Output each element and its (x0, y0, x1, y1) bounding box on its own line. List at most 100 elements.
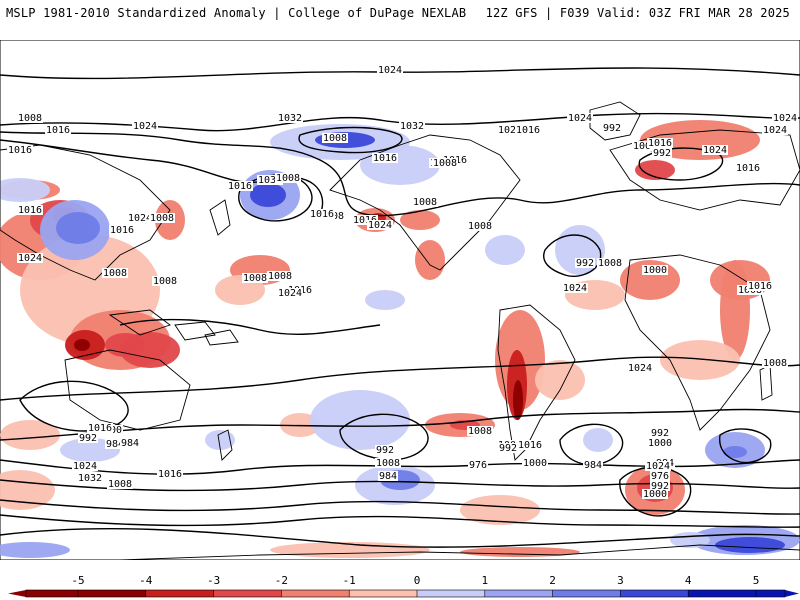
isobar-label-bg (762, 358, 788, 368)
isobar-label: 1008 (413, 197, 437, 208)
anomaly-region (205, 430, 235, 450)
colorbar-segment (417, 590, 485, 597)
colorbar-tick-label: -4 (139, 574, 153, 587)
isobar-label: 1016 (158, 469, 182, 480)
isobar-label-bg (647, 138, 673, 148)
colorbar-tick-label: 4 (685, 574, 692, 587)
anomaly-region (460, 547, 580, 557)
isobar-label-bg (467, 426, 493, 436)
isobar-label: 1024 (773, 113, 797, 124)
isobar-label-bg (277, 113, 303, 123)
colorbar-segment (281, 590, 350, 597)
isobar-label-bg (87, 423, 113, 433)
isobar-label: 1024 (368, 220, 392, 231)
coastline (0, 144, 171, 281)
isobar-label: 1032 (278, 113, 302, 124)
isobar (718, 428, 772, 464)
isobar-label: 1024 (128, 213, 152, 224)
isobar-label: 976 (469, 460, 487, 471)
isobar-label: 992 (376, 445, 394, 456)
colorbar-min-arrow (8, 590, 26, 597)
isobar-label-bg (77, 473, 103, 483)
isobar-label-bg (375, 458, 401, 468)
isobar-labels: 1024100810161024103210321008103210161024… (7, 65, 798, 500)
isobar-label: 1016 (516, 125, 540, 136)
colorbar-segment (484, 590, 553, 597)
isobar-label: 1016 (88, 423, 112, 434)
chart-title: MSLP 1981-2010 Standardized Anomaly | Co… (6, 6, 467, 20)
colorbar-segment (620, 590, 689, 597)
isobar-label-bg (412, 197, 438, 207)
isobar-label-bg (650, 481, 670, 491)
colorbar-segment (552, 590, 621, 597)
isobar-label: 1024 (133, 121, 157, 132)
isobar-label-bg (72, 461, 98, 471)
isobar-label-bg (275, 173, 301, 183)
isobar-label: 992 (653, 148, 671, 159)
isobar-label-bg (7, 145, 33, 155)
isobar-label: 1016 (8, 145, 32, 156)
anomaly-region (0, 542, 70, 558)
isobar-label-bg (645, 461, 671, 471)
isobar (0, 131, 800, 217)
isobar-label-bg (109, 225, 135, 235)
isobar-label: 1024 (703, 145, 727, 156)
map-panel: 1024100810161024103210321008103210161024… (0, 40, 800, 560)
isobar-label: 1008 (150, 213, 174, 224)
isobar-label-bg (632, 141, 658, 151)
isobar-label: 984 (121, 438, 139, 449)
colorbar-tick-label: 1 (481, 574, 488, 587)
isobar-label-bg (267, 271, 293, 281)
colorbar-segment (688, 590, 756, 597)
isobar-label: 992 (576, 258, 594, 269)
isobar-label-bg (375, 445, 395, 455)
anomaly-region (535, 360, 585, 400)
isobar-label-bg (152, 276, 178, 286)
isobar-label: 1008 (468, 426, 492, 437)
coastlines (0, 101, 800, 560)
isobar-label: 1024 (18, 253, 42, 264)
colorbar-segment (26, 590, 78, 597)
isobar-label-bg (120, 438, 140, 448)
anomaly-region (635, 160, 675, 180)
isobar (0, 139, 324, 216)
isobar-label-bg (157, 469, 183, 479)
isobar-label: 992 (651, 481, 669, 492)
isobar-label: 992 (603, 123, 621, 134)
isobar (19, 380, 129, 432)
isobar-label-bg (17, 205, 43, 215)
isobar-label: 984 (106, 439, 124, 450)
anomaly-region (0, 470, 55, 510)
isobar-label-bg (642, 489, 668, 499)
isobar-label: 1024 (763, 125, 787, 136)
coastline (209, 199, 231, 236)
isobar (543, 234, 602, 277)
isobar-label: 1024 (628, 363, 652, 374)
colorbar-max-arrow (785, 590, 799, 597)
isobar-label: 1000 (633, 141, 657, 152)
isobar (559, 423, 624, 466)
isobar-label-bg (277, 288, 303, 298)
isobar-label: 984 (584, 460, 602, 471)
isobar-label-bg (650, 471, 670, 481)
isobar-label: 1024 (278, 288, 302, 299)
isobar-label-bg (45, 125, 71, 135)
colorbar-segment (78, 590, 146, 597)
isobar-label: 1000 (523, 458, 547, 469)
colorbar-segment (756, 590, 785, 597)
isobar-label: 1024 (646, 461, 670, 472)
colorbar-tick-label: -5 (71, 574, 84, 587)
isobar-label: 1016 (373, 153, 397, 164)
isobar (119, 318, 381, 335)
anomaly-region (460, 495, 540, 525)
isobar-label-bg (497, 125, 523, 135)
isobar-label: 1008 (276, 173, 300, 184)
isobar-label-bg (567, 113, 593, 123)
isobar (0, 514, 800, 528)
colorbar-tick-label: 5 (753, 574, 760, 587)
isobar-label: 1024 (498, 125, 522, 136)
isobar-label: 1024 (563, 283, 587, 294)
isobar-label-bg (227, 181, 253, 191)
colorbar-tick-label: 3 (617, 574, 624, 587)
anomaly-region (56, 212, 100, 244)
